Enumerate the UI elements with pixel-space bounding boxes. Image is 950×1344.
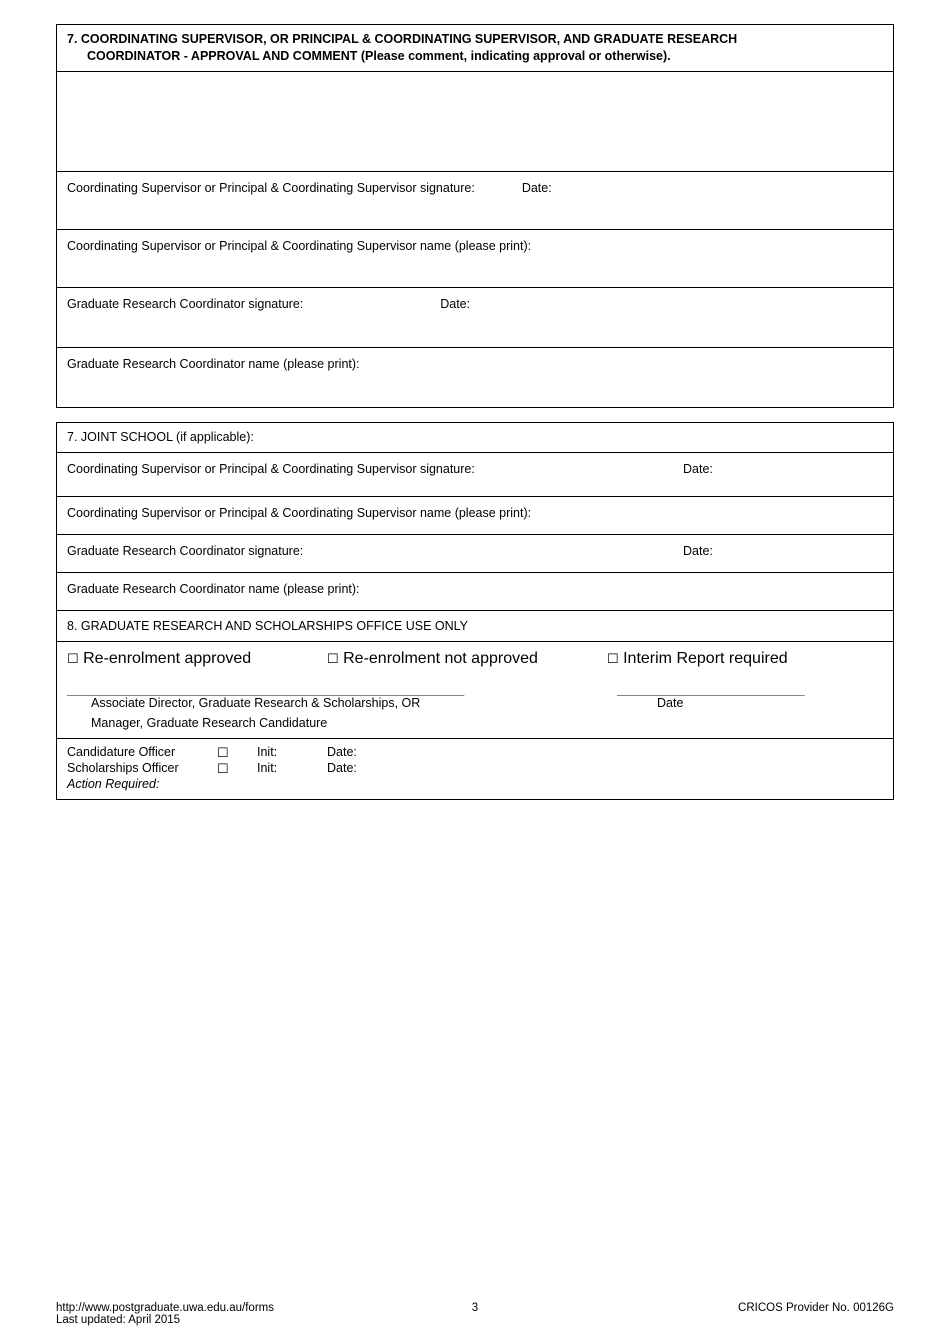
section7joint-grc-name-row[interactable]: Graduate Research Coordinator name (plea… bbox=[57, 572, 893, 610]
grc-sig-label: Graduate Research Coordinator signature: bbox=[67, 297, 303, 311]
joint-grc-sig-label: Graduate Research Coordinator signature: bbox=[67, 543, 643, 560]
section7-header: 7. COORDINATING SUPERVISOR, OR PRINCIPAL… bbox=[57, 25, 893, 71]
section7-grc-signature-row[interactable]: Graduate Research Coordinator signature:… bbox=[57, 287, 893, 347]
opt-interim[interactable]: ☐ Interim Report required bbox=[607, 650, 883, 668]
section8-options-row: ☐ Re-enrolment approved ☐ Re-enrolment n… bbox=[57, 641, 893, 676]
section7-supervisor-signature-row[interactable]: Coordinating Supervisor or Principal & C… bbox=[57, 171, 893, 229]
checkbox-icon[interactable]: ☐ bbox=[217, 746, 229, 759]
checkbox-icon[interactable]: ☐ bbox=[327, 652, 339, 665]
section7-supervisor-name-row[interactable]: Coordinating Supervisor or Principal & C… bbox=[57, 229, 893, 287]
page-footer: http://www.postgraduate.uwa.edu.au/forms… bbox=[56, 1302, 894, 1326]
coord-sig-date-label: Date: bbox=[522, 181, 552, 195]
coord-sig-label: Coordinating Supervisor or Principal & C… bbox=[67, 181, 475, 195]
joint-coord-sig-label: Coordinating Supervisor or Principal & C… bbox=[67, 461, 643, 478]
under-right: Date bbox=[587, 696, 883, 730]
section7-grc-name-row[interactable]: Graduate Research Coordinator name (plea… bbox=[57, 347, 893, 407]
date-label: Date: bbox=[327, 761, 407, 775]
section7joint-heading: 7. JOINT SCHOOL (if applicable): bbox=[67, 430, 254, 444]
date-label: Date: bbox=[327, 745, 407, 759]
joint-coord-name-label: Coordinating Supervisor or Principal & C… bbox=[67, 506, 531, 520]
section7joint-supervisor-signature-row[interactable]: Coordinating Supervisor or Principal & C… bbox=[57, 452, 893, 496]
action-required-label: Action Required: bbox=[67, 777, 217, 791]
opt-approved-label: Re-enrolment approved bbox=[83, 650, 251, 667]
scholarships-officer-label: Scholarships Officer bbox=[67, 761, 217, 775]
page: 7. COORDINATING SUPERVISOR, OR PRINCIPAL… bbox=[0, 0, 950, 1344]
opt-not-approved[interactable]: ☐ Re-enrolment not approved bbox=[327, 650, 567, 668]
opt-not-approved-label: Re-enrolment not approved bbox=[343, 650, 538, 667]
grc-sig-date-label: Date: bbox=[440, 297, 470, 311]
section7-heading-prefix: 7. bbox=[67, 32, 81, 46]
section7joint-header: 7. JOINT SCHOOL (if applicable): bbox=[57, 423, 893, 452]
init-label: Init: bbox=[257, 761, 327, 775]
joint-coord-sig-date-label: Date: bbox=[683, 461, 883, 478]
init-label: Init: bbox=[257, 745, 327, 759]
officer-grid: Candidature Officer ☐ Init: Date: Schola… bbox=[57, 738, 893, 799]
section7-heading-line2: COORDINATOR - APPROVAL AND COMMENT (Plea… bbox=[67, 48, 671, 65]
checkbox-icon[interactable]: ☐ bbox=[217, 762, 229, 775]
opt-approved[interactable]: ☐ Re-enrolment approved bbox=[67, 650, 287, 668]
section7joint-supervisor-name-row[interactable]: Coordinating Supervisor or Principal & C… bbox=[57, 496, 893, 534]
dashes-right: __________________________ bbox=[587, 682, 883, 696]
grc-name-label: Graduate Research Coordinator name (plea… bbox=[67, 357, 360, 371]
section8-heading: 8. GRADUATE RESEARCH AND SCHOLARSHIPS OF… bbox=[67, 619, 468, 633]
footer-updated: Last updated: April 2015 bbox=[56, 1314, 274, 1326]
checkbox-icon[interactable]: ☐ bbox=[67, 652, 79, 665]
section7joint-box: 7. JOINT SCHOOL (if applicable): Coordin… bbox=[56, 422, 894, 800]
section7-comment-area[interactable] bbox=[57, 71, 893, 171]
section7joint-grc-signature-row[interactable]: Graduate Research Coordinator signature:… bbox=[57, 534, 893, 572]
section8-header: 8. GRADUATE RESEARCH AND SCHOLARSHIPS OF… bbox=[57, 610, 893, 641]
joint-grc-sig-date-label: Date: bbox=[683, 543, 883, 560]
signature-lines-row: ________________________________________… bbox=[57, 676, 893, 696]
under-left-line2: Manager, Graduate Research Candidature bbox=[91, 716, 547, 730]
signature-under-row: Associate Director, Graduate Research & … bbox=[57, 696, 893, 738]
under-left: Associate Director, Graduate Research & … bbox=[67, 696, 547, 730]
checkbox-icon[interactable]: ☐ bbox=[607, 652, 619, 665]
candidature-officer-label: Candidature Officer bbox=[67, 745, 217, 759]
section7-heading-line1: COORDINATING SUPERVISOR, OR PRINCIPAL & … bbox=[81, 32, 737, 46]
section7-box: 7. COORDINATING SUPERVISOR, OR PRINCIPAL… bbox=[56, 24, 894, 408]
opt-interim-label: Interim Report required bbox=[623, 650, 788, 667]
footer-page-number: 3 bbox=[56, 1302, 894, 1314]
dashes-left: ________________________________________… bbox=[67, 682, 547, 696]
under-left-line1: Associate Director, Graduate Research & … bbox=[91, 696, 547, 710]
joint-grc-name-label: Graduate Research Coordinator name (plea… bbox=[67, 582, 360, 596]
coord-name-label: Coordinating Supervisor or Principal & C… bbox=[67, 239, 531, 253]
